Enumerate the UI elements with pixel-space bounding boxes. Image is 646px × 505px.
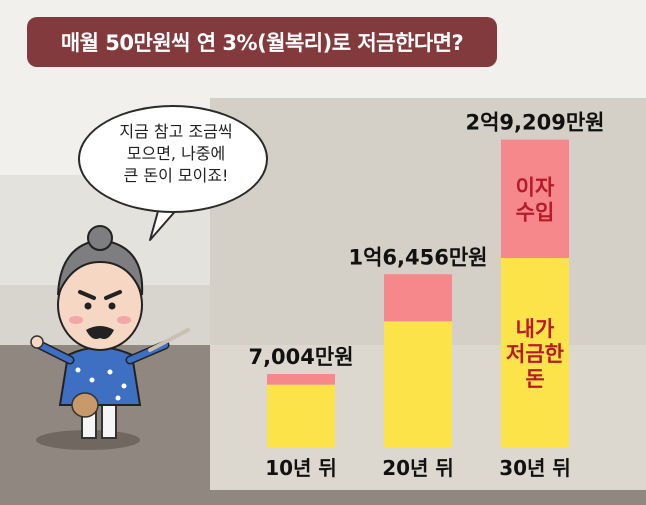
character-cheek-right [117, 316, 131, 324]
bar-interest-1 [267, 374, 335, 385]
character-cheek-left [69, 316, 83, 324]
principal-segment-label-3: 돈 [525, 367, 544, 391]
character-illustration [30, 225, 190, 450]
bar-interest-2 [384, 274, 452, 322]
total-label-2: 1억6,456만원 [349, 245, 488, 269]
category-label-1: 10년 뒤 [265, 456, 337, 480]
interest-segment-label-1: 이자 [516, 175, 555, 199]
character-eyebrow-left [78, 290, 96, 300]
chart-title: 매월 50만원씩 연 3%(월복리)로 저금한다면? [60, 31, 464, 55]
interest-segment-label-2: 수입 [516, 200, 555, 224]
speech-line-2: 모으면, 나중에 [126, 144, 226, 163]
character-eye-left [84, 302, 92, 310]
principal-segment-label-1: 내가 [516, 317, 555, 341]
bar-principal-1 [267, 384, 335, 448]
character-hand-left [30, 335, 44, 349]
bar-chart: 7,004만원 10년 뒤 1억6,456만원 20년 뒤 2억9,209만원 30년 뒤… [248, 111, 604, 480]
bar-principal-3 [501, 257, 569, 448]
character-hair [57, 238, 144, 296]
character-eye-right [108, 302, 116, 310]
speech-line-1: 지금 참고 조금씩 [119, 122, 233, 141]
principal-segment-label-2: 저금한 [506, 342, 564, 366]
total-label-3: 2억9,209만원 [466, 111, 605, 135]
speech-bubble-text: 지금 참고 조금씩 모으면, 나중에 큰 돈이 모이죠! [96, 121, 256, 187]
money-pouch [71, 392, 99, 418]
character-eyebrow-right [104, 290, 122, 300]
character-mustache [86, 326, 114, 339]
speech-line-3: 큰 돈이 모이죠! [123, 166, 229, 185]
bar-interest-3 [501, 139, 569, 258]
category-label-3: 30년 뒤 [499, 456, 571, 480]
pipe [148, 328, 190, 352]
category-label-2: 20년 뒤 [382, 456, 454, 480]
speech-bubble [78, 105, 268, 213]
character-topknot [87, 225, 113, 251]
bar-principal-2 [384, 321, 452, 448]
total-label-1: 7,004만원 [248, 345, 353, 369]
title-banner: 매월 50만원씩 연 3%(월복리)로 저금한다면? [27, 17, 497, 67]
